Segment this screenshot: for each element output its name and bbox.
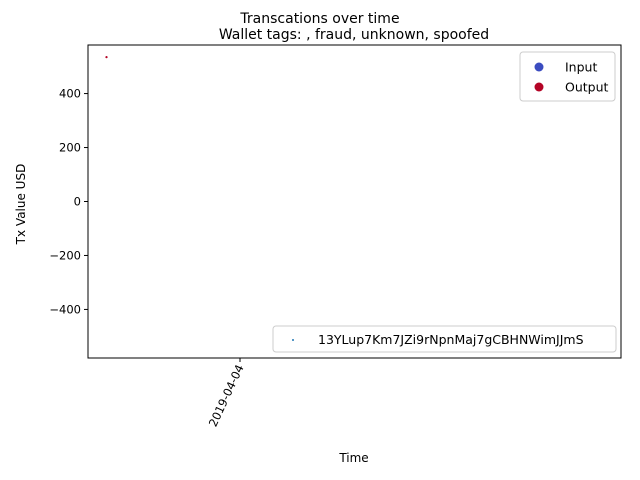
- x-axis-ticks: 2019-04-04: [206, 358, 247, 429]
- chart-title: Wallet tags: , fraud, unknown, spoofed: [219, 27, 489, 43]
- legend-label-output: Output: [565, 80, 609, 95]
- chart-suptitle: Transcations over time: [239, 11, 399, 27]
- y-tick-label: −200: [49, 248, 81, 262]
- legend-label-wallet: 13YLup7Km7JZi9rNpnMaj7gCBHNWimJJmS: [318, 332, 584, 347]
- y-axis-label: Tx Value USD: [14, 164, 28, 246]
- legend-marker-output: [534, 82, 544, 92]
- legend-label-input: Input: [565, 60, 597, 75]
- legend-input-output: Input Output: [519, 51, 616, 102]
- y-tick-label: 0: [74, 195, 81, 209]
- data-point: [105, 56, 108, 59]
- legend-marker-input: [534, 62, 544, 72]
- legend-box: [519, 51, 616, 102]
- data-points: [105, 56, 108, 59]
- x-axis-label: Time: [338, 451, 368, 465]
- y-tick-label: −400: [49, 302, 81, 316]
- y-tick-label: 400: [59, 87, 81, 101]
- legend-box: [272, 325, 617, 353]
- y-axis-ticks: 400 200 0 −200 −400: [49, 87, 88, 316]
- y-tick-label: 200: [59, 141, 81, 155]
- legend-marker-wallet: [292, 339, 294, 341]
- legend-wallet: 13YLup7Km7JZi9rNpnMaj7gCBHNWimJJmS: [272, 325, 617, 353]
- x-tick-label: 2019-04-04: [206, 362, 247, 428]
